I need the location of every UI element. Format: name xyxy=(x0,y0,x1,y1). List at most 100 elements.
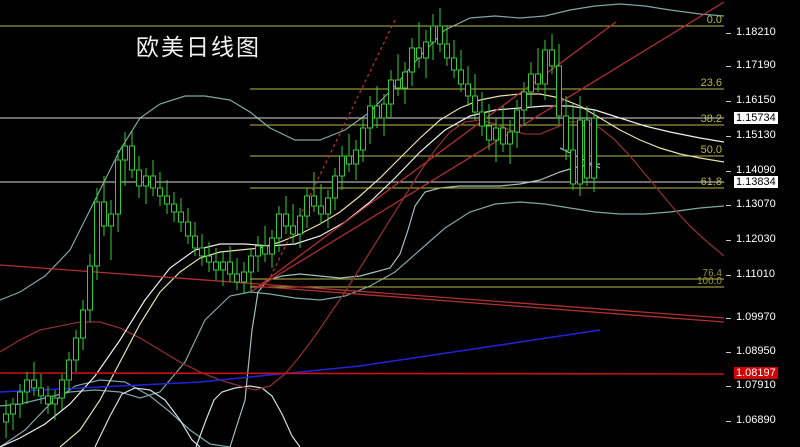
candle-body[interactable] xyxy=(458,69,464,85)
candle-body[interactable] xyxy=(353,149,359,165)
candle-body[interactable] xyxy=(465,83,471,97)
candle-body[interactable] xyxy=(199,247,205,257)
candle-body[interactable] xyxy=(17,391,23,405)
candle-body[interactable] xyxy=(108,213,114,227)
candle-body[interactable] xyxy=(178,211,184,223)
candle-body[interactable] xyxy=(31,379,37,389)
candle-body[interactable] xyxy=(493,127,499,141)
candle-body[interactable] xyxy=(52,397,58,405)
candle-body[interactable] xyxy=(241,271,247,283)
candle-body[interactable] xyxy=(318,205,324,215)
candle-body[interactable] xyxy=(388,79,394,105)
price-axis[interactable]: 1.18210 1.17190 1.16150 1.15130 1.14090 1.130… xyxy=(724,0,800,447)
candle-body[interactable] xyxy=(486,125,492,141)
candle-body[interactable] xyxy=(325,197,331,215)
candle-body[interactable] xyxy=(591,117,597,179)
candle-body[interactable] xyxy=(24,379,30,393)
candle-body[interactable] xyxy=(66,359,72,381)
candle-body[interactable] xyxy=(80,309,86,339)
candle-body[interactable] xyxy=(304,195,310,217)
candle-body[interactable] xyxy=(185,221,191,237)
candle-body[interactable] xyxy=(451,57,457,71)
trendline-horizontal-red-support[interactable] xyxy=(0,372,724,375)
candle-body[interactable] xyxy=(346,155,352,165)
candle-body[interactable] xyxy=(248,255,254,273)
candle-body[interactable] xyxy=(444,43,450,59)
candle-body[interactable] xyxy=(143,175,149,187)
candle-body[interactable] xyxy=(514,109,520,133)
chart-canvas[interactable] xyxy=(0,0,724,447)
candle-body[interactable] xyxy=(563,115,569,151)
candle-body[interactable] xyxy=(136,169,142,187)
candle-body[interactable] xyxy=(542,49,548,85)
candle-body[interactable] xyxy=(213,261,219,271)
candle-body[interactable] xyxy=(416,47,422,59)
candle-body[interactable] xyxy=(528,73,534,93)
candle-body[interactable] xyxy=(423,41,429,59)
candle-body[interactable] xyxy=(374,105,380,119)
candle-body[interactable] xyxy=(430,25,436,43)
candle-body[interactable] xyxy=(157,187,163,197)
candle-body[interactable] xyxy=(269,237,275,255)
candle-body[interactable] xyxy=(115,159,121,215)
candle-body[interactable] xyxy=(45,395,51,405)
current-price-tag[interactable]: 1.08197 xyxy=(734,367,778,379)
candle-body[interactable] xyxy=(255,245,261,257)
candle-body[interactable] xyxy=(3,413,9,423)
candle-body[interactable] xyxy=(409,47,415,73)
candle-body[interactable] xyxy=(290,225,296,235)
price-chart-plot-area[interactable] xyxy=(0,0,724,447)
candle-body[interactable] xyxy=(556,65,562,117)
candle-body[interactable] xyxy=(332,175,338,199)
candle-body[interactable] xyxy=(283,213,289,227)
candle-body[interactable] xyxy=(507,131,513,145)
current-price-tag[interactable]: 1.15734 xyxy=(734,112,778,124)
candle-body[interactable] xyxy=(472,95,478,113)
candle-body[interactable] xyxy=(402,71,408,89)
candle-body[interactable] xyxy=(101,201,107,227)
candle-body[interactable] xyxy=(500,127,506,145)
indicator-curve-teal-2 xyxy=(94,387,201,447)
candle-body[interactable] xyxy=(150,175,156,189)
candle-body[interactable] xyxy=(360,127,366,151)
candle-body[interactable] xyxy=(227,261,233,275)
candle-body[interactable] xyxy=(87,265,93,311)
candle-body[interactable] xyxy=(395,79,401,89)
candle-body[interactable] xyxy=(437,25,443,45)
candle-body[interactable] xyxy=(220,261,226,271)
candle-body[interactable] xyxy=(570,149,576,185)
candle-body[interactable] xyxy=(192,235,198,249)
candle-body[interactable] xyxy=(164,195,170,205)
trendline-falling-resistance-lower[interactable] xyxy=(251,285,724,323)
candle-body[interactable] xyxy=(262,245,268,255)
candle-body[interactable] xyxy=(206,255,212,263)
trendline-falling-resistance-long[interactable] xyxy=(0,264,724,319)
candle-body[interactable] xyxy=(171,203,177,213)
candle-body[interactable] xyxy=(584,119,590,179)
candle-body[interactable] xyxy=(311,195,317,207)
candle-body[interactable] xyxy=(10,403,16,415)
candle-body[interactable] xyxy=(577,119,583,185)
current-price-tag[interactable]: 1.13834 xyxy=(734,176,778,188)
axis-tick-label: 1.11010 xyxy=(736,268,775,280)
candle-body[interactable] xyxy=(94,201,100,267)
candle-body[interactable] xyxy=(59,379,65,399)
candle-body[interactable] xyxy=(367,105,373,129)
candle-body[interactable] xyxy=(549,49,555,67)
trendline-rising-support-major[interactable] xyxy=(251,1,724,292)
candle-body[interactable] xyxy=(276,213,282,239)
candle-body[interactable] xyxy=(535,73,541,85)
candle-body[interactable] xyxy=(297,215,303,235)
candle-body[interactable] xyxy=(339,155,345,177)
candle-body[interactable] xyxy=(122,145,128,161)
candle-body[interactable] xyxy=(381,103,387,119)
candle-body[interactable] xyxy=(129,145,135,171)
trendline-rising-support-inner[interactable] xyxy=(255,21,617,289)
candle-body[interactable] xyxy=(479,111,485,127)
trendline-rising-dotted-resistance[interactable] xyxy=(267,17,397,283)
candle-body[interactable] xyxy=(234,273,240,283)
fib-level-label-38.2: 38.2 xyxy=(700,113,722,125)
candle-body[interactable] xyxy=(521,91,527,111)
candle-body[interactable] xyxy=(38,387,44,397)
candle-body[interactable] xyxy=(73,337,79,361)
